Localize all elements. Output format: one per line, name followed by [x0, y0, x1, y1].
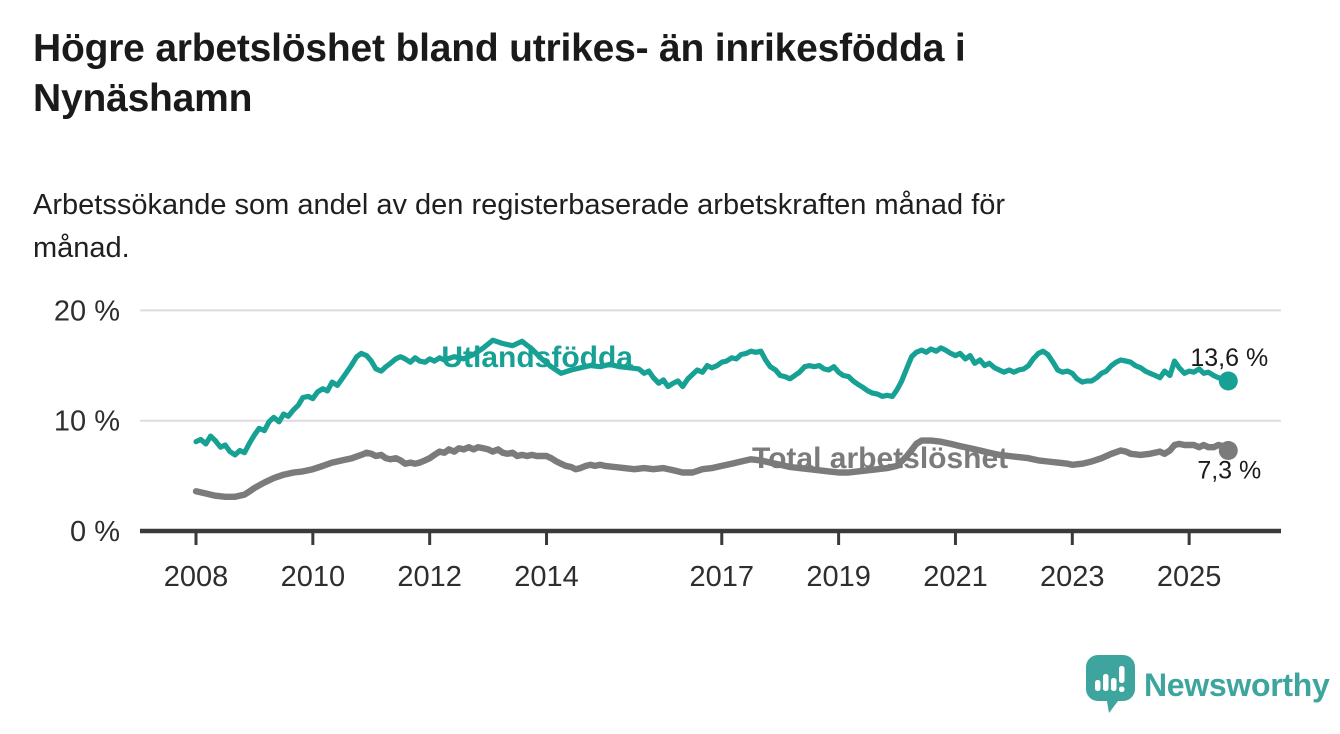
series-end-value-total-arbetsl-shet: 7,3 % — [1197, 456, 1261, 484]
y-tick-label: 0 % — [70, 516, 120, 548]
x-tick-label: 2019 — [806, 561, 871, 593]
x-axis-labels: 2008 2010 2012 2014 2017 2019 2021 2023 2025 — [164, 561, 1222, 593]
y-tick-label: 10 % — [54, 406, 120, 438]
chart-subtitle: Arbetssökande som andel av den registerb… — [33, 184, 1233, 270]
x-axis — [140, 528, 1281, 545]
y-axis-labels: 0 % 10 % 20 % — [54, 295, 120, 548]
x-tick-label: 2008 — [164, 561, 229, 593]
x-tick-label: 2023 — [1040, 561, 1105, 593]
x-tick-label: 2012 — [397, 561, 462, 593]
newsworthy-logo: Newsworthy — [1086, 655, 1330, 713]
bar-chart-speech-bubble-icon — [1086, 655, 1135, 713]
series-end-dot-total-arbetsl-shet — [1218, 440, 1238, 460]
x-tick-label: 2021 — [923, 561, 988, 593]
series-layer — [192, 337, 1238, 500]
series-line-total-arbetsl-shet — [192, 437, 1232, 500]
page-title: Högre arbetslöshet bland utrikes- än inr… — [33, 24, 1213, 124]
gridlines — [140, 309, 1281, 422]
x-tick-label: 2017 — [690, 561, 755, 593]
y-tick-label: 20 % — [54, 295, 120, 327]
page-title-line-2: Nynäshamn — [33, 77, 253, 120]
chart-header: Högre arbetslöshet bland utrikes- än inr… — [33, 24, 1213, 264]
x-tick-label: 2014 — [514, 561, 579, 593]
logo-bars — [1095, 666, 1125, 692]
newsworthy-logo-text: Newsworthy — [1144, 666, 1330, 703]
page-title-line-1: Högre arbetslöshet bland utrikes- än inr… — [33, 27, 966, 70]
chart-subtitle-line-2: månad. — [33, 232, 130, 264]
chart-subtitle-line-1: Arbetssökande som andel av den registerb… — [33, 189, 1006, 221]
annotation-layer: Total arbetslöshet 7,3 % Utlandsfödda 13,6 … — [441, 341, 1268, 484]
x-tick-label: 2025 — [1157, 561, 1222, 593]
series-end-dot-utlandsf-dda — [1218, 371, 1238, 391]
series-label-utlandsf-dda: Utlandsfödda — [441, 341, 633, 374]
series-line-utlandsf-dda — [193, 337, 1231, 458]
series-label-total-arbetsl-shet: Total arbetslöshet — [752, 442, 1008, 475]
series-end-value-utlandsf-dda: 13,6 % — [1190, 344, 1268, 372]
x-tick-label: 2010 — [281, 561, 346, 593]
